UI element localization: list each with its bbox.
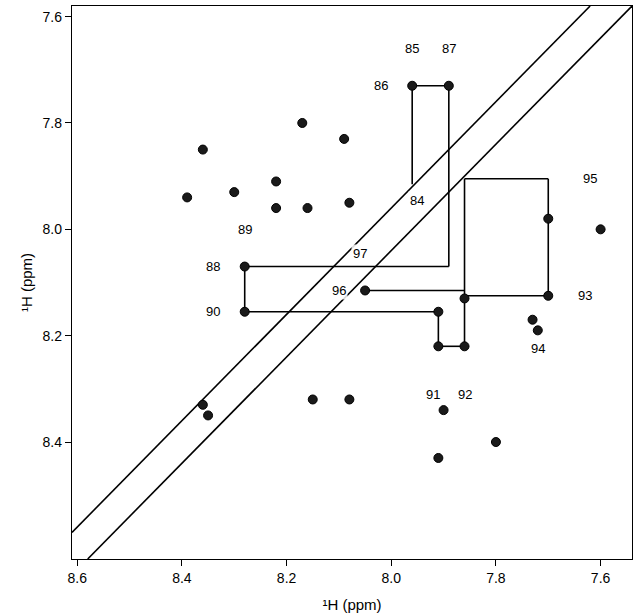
svg-text:8.6: 8.6 <box>67 570 87 586</box>
svg-text:95: 95 <box>583 171 597 186</box>
svg-text:93: 93 <box>578 288 592 303</box>
svg-text:88: 88 <box>206 259 220 274</box>
svg-text:8.4: 8.4 <box>172 570 192 586</box>
svg-text:7.8: 7.8 <box>486 570 506 586</box>
svg-text:94: 94 <box>531 341 545 356</box>
svg-text:8.4: 8.4 <box>43 434 63 450</box>
svg-text:7.6: 7.6 <box>43 9 63 25</box>
svg-text:86: 86 <box>374 78 388 93</box>
svg-text:8.0: 8.0 <box>43 221 63 237</box>
svg-text:8.0: 8.0 <box>382 570 402 586</box>
svg-text:84: 84 <box>410 193 424 208</box>
svg-text:92: 92 <box>458 387 472 402</box>
svg-text:89: 89 <box>238 222 252 237</box>
svg-text:8.2: 8.2 <box>43 328 63 344</box>
svg-text:¹H (ppm): ¹H (ppm) <box>18 253 35 312</box>
svg-text:¹H (ppm): ¹H (ppm) <box>322 596 381 613</box>
svg-text:96: 96 <box>332 283 346 298</box>
svg-text:97: 97 <box>353 246 367 261</box>
svg-text:7.8: 7.8 <box>43 115 63 131</box>
svg-text:91: 91 <box>426 387 440 402</box>
svg-text:8.2: 8.2 <box>277 570 297 586</box>
svg-text:90: 90 <box>206 304 220 319</box>
svg-text:87: 87 <box>442 41 456 56</box>
svg-text:7.6: 7.6 <box>591 570 611 586</box>
svg-text:85: 85 <box>405 41 419 56</box>
